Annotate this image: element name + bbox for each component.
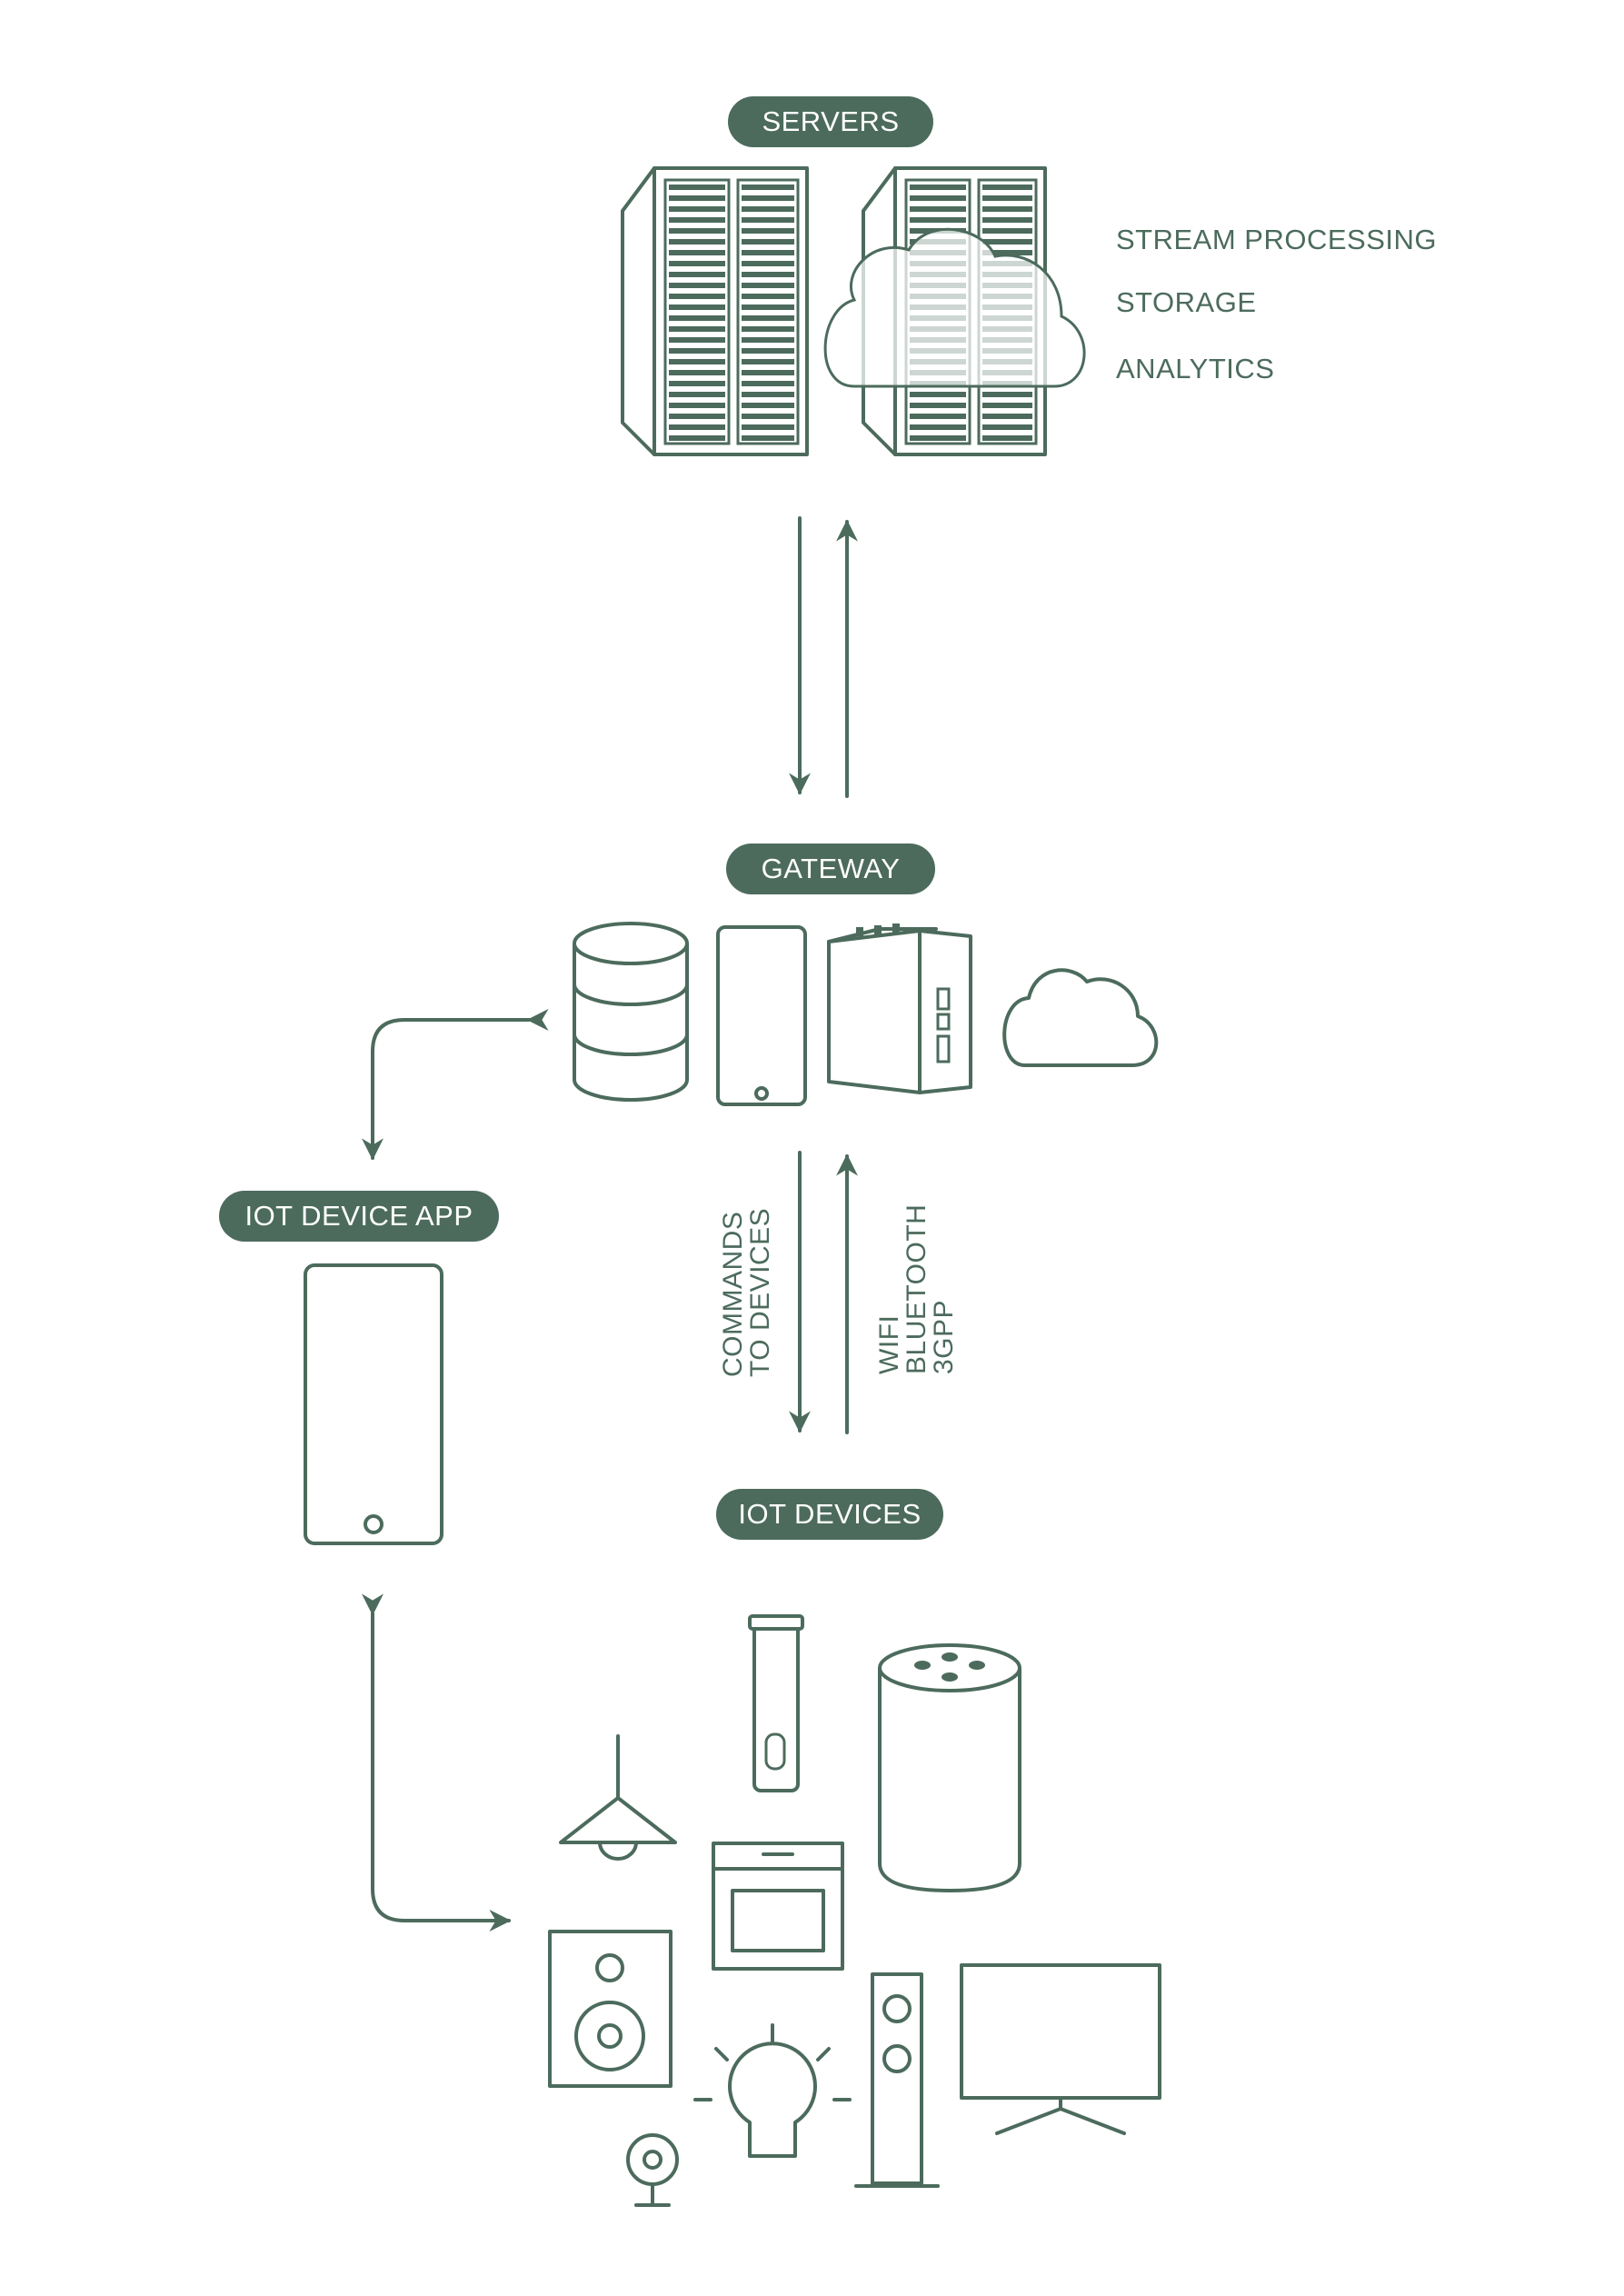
router-icon [827, 923, 972, 1094]
phone-icon [716, 925, 807, 1106]
webcam-icon [626, 2133, 679, 2207]
gateway-label: GATEWAY [726, 844, 935, 894]
speaker-icon [548, 1930, 673, 2088]
database-icon [573, 922, 689, 1102]
smart-speaker-icon [878, 1643, 1021, 1892]
protocols-label: WIFI BLUETOOTH 3GPP [874, 1203, 959, 1374]
phone-icon [304, 1263, 443, 1545]
smart-plug-icon [748, 1614, 804, 1792]
app-gateway-arrow [362, 1009, 549, 1161]
service-stream-processing: STREAM PROCESSING [1116, 224, 1437, 255]
app-devices-arrow [362, 1593, 512, 1932]
commands-label-line1: COMMANDS [718, 1211, 748, 1377]
servers-label: SERVERS [728, 96, 933, 147]
cloud-icon [823, 227, 1086, 388]
protocol-3gpp: 3GPP [929, 1299, 959, 1374]
iot-devices-label: IOT DEVICES [716, 1489, 943, 1540]
commands-label-line2: TO DEVICES [745, 1207, 775, 1377]
protocol-bluetooth: BLUETOOTH [902, 1203, 932, 1374]
iot-device-app-label: IOT DEVICE APP [219, 1191, 499, 1242]
protocol-wifi: WIFI [874, 1314, 904, 1374]
tv-icon [960, 1963, 1161, 2135]
service-analytics: ANALYTICS [1116, 353, 1275, 384]
commands-label: COMMANDS TO DEVICES [718, 1207, 775, 1377]
oven-icon [712, 1842, 844, 1971]
light-bulb-icon [693, 2023, 852, 2158]
cloud-icon [1002, 968, 1159, 1067]
service-storage: STORAGE [1116, 286, 1257, 318]
tower-speaker-icon [854, 1972, 940, 2188]
pendant-lamp-icon [559, 1734, 677, 1861]
